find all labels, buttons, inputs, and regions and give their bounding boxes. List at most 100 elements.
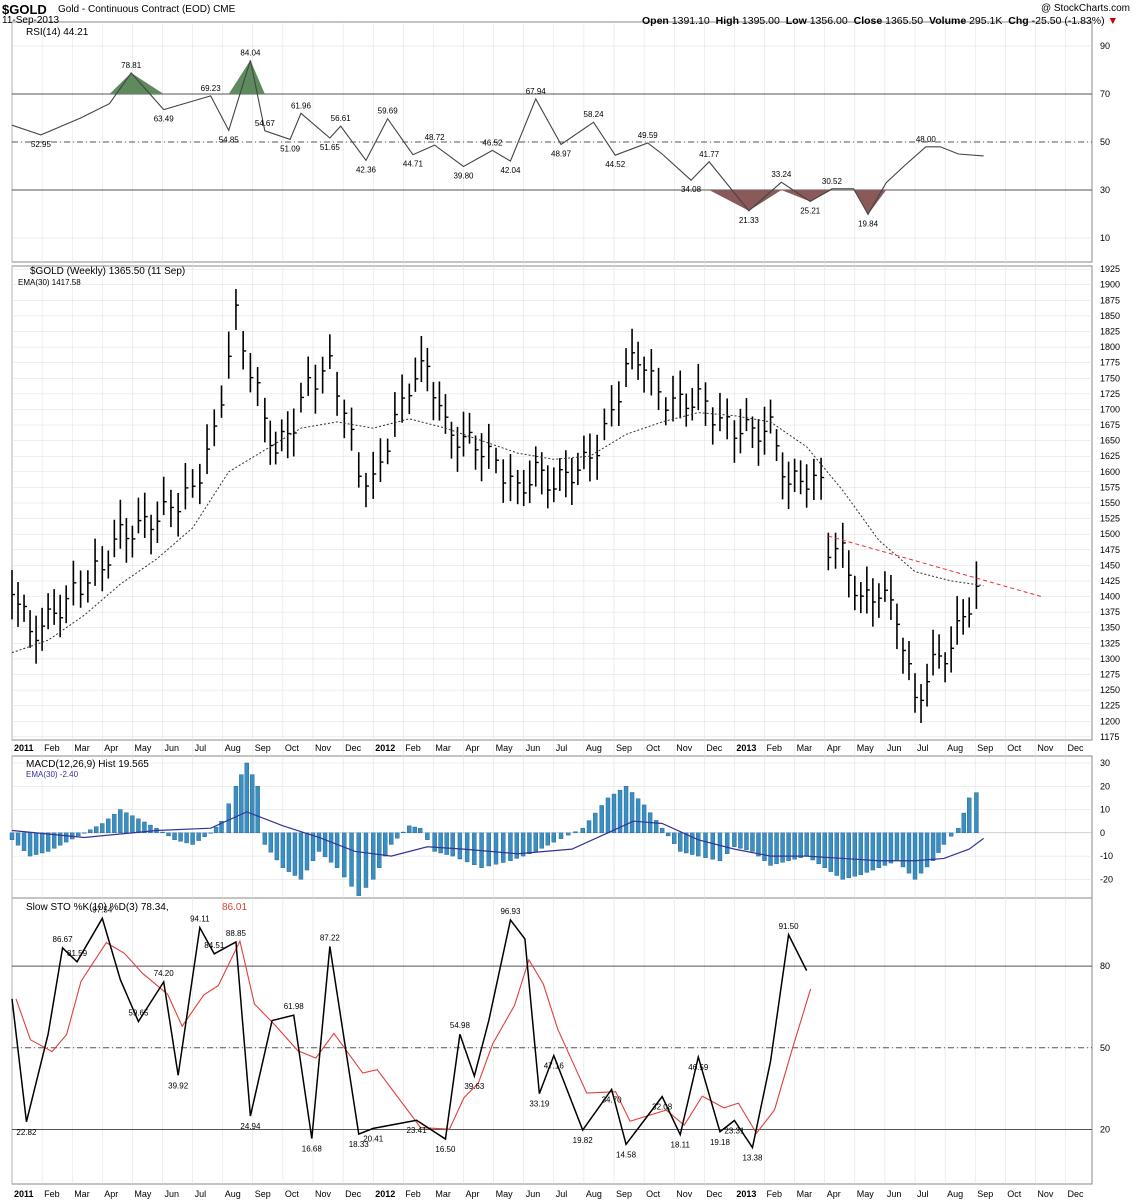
close-label: Close xyxy=(853,15,883,27)
x-tick-label: Jun xyxy=(165,743,180,753)
sto-value-label: 88.85 xyxy=(226,929,247,938)
macd-histogram-bar xyxy=(76,832,81,837)
macd-histogram-bar xyxy=(840,832,845,880)
y-tick-label-price: 1400 xyxy=(1100,592,1120,602)
macd-histogram-bar xyxy=(828,832,833,872)
macd-histogram-bar xyxy=(659,827,665,834)
rsi-oversold-area xyxy=(12,190,984,215)
y-tick-label-price: 1275 xyxy=(1100,670,1120,680)
macd-histogram-bar xyxy=(15,832,21,846)
x-tick-label: Mar xyxy=(435,1189,451,1199)
sto-value-label: 81.59 xyxy=(67,949,88,958)
macd-histogram-bar xyxy=(356,832,361,896)
stockcharts-credit[interactable]: @ StockCharts.com xyxy=(1040,3,1130,14)
macd-histogram-bar xyxy=(684,832,689,854)
macd-histogram-bar xyxy=(961,812,966,834)
macd-histogram-bar xyxy=(653,820,659,834)
volume-label: Volume xyxy=(929,15,967,27)
macd-histogram-bar xyxy=(208,832,213,834)
x-tick-label: Jul xyxy=(195,743,207,753)
sto-value-label: 96.93 xyxy=(500,907,521,916)
y-tick-label-price: 1350 xyxy=(1100,623,1120,633)
price-ema-legend: EMA(30) 1417.58 xyxy=(18,278,81,287)
y-tick-label-price: 1700 xyxy=(1100,404,1120,414)
y-tick-label-macd: 0 xyxy=(1100,828,1105,838)
macd-histogram-bar xyxy=(213,826,219,834)
y-tick-label-price: 1625 xyxy=(1100,451,1120,461)
macd-histogram-bar xyxy=(444,832,449,855)
y-tick-label-price: 1650 xyxy=(1100,436,1120,446)
sto-value-label: 47.16 xyxy=(544,1062,565,1071)
x-tick-label: Feb xyxy=(767,743,783,753)
x-tick-label: Mar xyxy=(797,1189,813,1199)
sto-value-label: 34.70 xyxy=(602,1095,623,1104)
x-tick-label: Nov xyxy=(1037,743,1054,753)
macd-histogram-bar xyxy=(100,823,105,834)
macd-histogram-bar xyxy=(762,832,767,861)
macd-histogram-bar xyxy=(202,832,207,837)
y-tick-label-price: 1525 xyxy=(1100,514,1120,524)
y-tick-label-price: 1675 xyxy=(1100,420,1120,430)
x-tick-label: Feb xyxy=(767,1189,783,1199)
sto-value-label: 14.58 xyxy=(616,1150,637,1159)
x-tick-label: Apr xyxy=(104,743,118,753)
x-tick-label: Sep xyxy=(255,743,271,753)
macd-histogram-bar xyxy=(21,832,27,851)
macd-histogram-bar xyxy=(641,804,647,834)
x-tick-label: Dec xyxy=(345,1189,362,1199)
sto-value-label: 13.38 xyxy=(742,1154,763,1163)
x-tick-label: Dec xyxy=(1068,743,1085,753)
x-tick-label: Apr xyxy=(466,1189,480,1199)
symbol-title: $GOLD xyxy=(2,2,47,17)
macd-histogram-bar xyxy=(438,832,443,854)
macd-histogram-bar xyxy=(586,820,592,834)
macd-histogram-bar xyxy=(527,832,532,854)
rsi-value-label: 46.52 xyxy=(482,138,503,147)
macd-histogram-bar xyxy=(371,832,376,880)
sto-value-label: 74.20 xyxy=(154,969,175,978)
macd-histogram-bar xyxy=(924,832,930,868)
macd-histogram-bar xyxy=(389,832,394,845)
macd-histogram-bar xyxy=(508,832,513,861)
y-tick-label-price: 1850 xyxy=(1100,311,1120,321)
macd-histogram-bar xyxy=(219,820,224,834)
y-tick-label-price: 1500 xyxy=(1100,529,1120,539)
rsi-value-label: 48.97 xyxy=(551,149,572,158)
y-tick-label-price: 1800 xyxy=(1100,342,1120,352)
macd-histogram-bar xyxy=(407,825,412,834)
sto-value-label: 59.65 xyxy=(128,1009,149,1018)
x-tick-label: Oct xyxy=(646,1189,661,1199)
macd-histogram-bar xyxy=(852,832,858,877)
macd-histogram-bar xyxy=(395,832,400,839)
header-date: 11-Sep-2013 xyxy=(2,15,60,26)
rsi-value-label: 41.77 xyxy=(699,150,720,159)
macd-histogram-bar xyxy=(533,832,538,852)
x-tick-label: Mar xyxy=(797,743,813,753)
rsi-value-label: 84.04 xyxy=(240,48,261,57)
macd-histogram-bar xyxy=(9,832,15,841)
resistance-trendline xyxy=(828,535,1042,598)
x-tick-label: Jun xyxy=(165,1189,180,1199)
macd-histogram-bar xyxy=(286,832,292,872)
macd-histogram-bar xyxy=(611,793,617,834)
macd-histogram-bar xyxy=(233,786,239,834)
macd-histogram-bar xyxy=(82,832,87,834)
x-tick-label: May xyxy=(496,1189,514,1199)
y-tick-label-sto: 20 xyxy=(1100,1125,1110,1135)
y-tick-label-price: 1325 xyxy=(1100,638,1120,648)
macd-histogram-bar xyxy=(342,832,347,878)
x-tick-label: Aug xyxy=(947,743,963,753)
macd-histogram-bar xyxy=(605,797,611,834)
macd-histogram-bar xyxy=(349,832,354,887)
macd-histogram-bar xyxy=(322,832,328,858)
macd-histogram-bar xyxy=(274,832,280,861)
x-tick-label: Sep xyxy=(616,743,632,753)
macd-histogram-bar xyxy=(493,832,499,865)
macd-histogram-bar xyxy=(678,832,683,852)
macd-histogram-bar xyxy=(226,803,231,834)
macd-histogram-bar xyxy=(558,832,564,839)
macd-histogram-bar xyxy=(292,832,298,876)
rsi-value-label: 54.67 xyxy=(255,119,276,128)
close-value: 1365.50 xyxy=(885,15,924,27)
macd-histogram-bar xyxy=(106,818,111,834)
